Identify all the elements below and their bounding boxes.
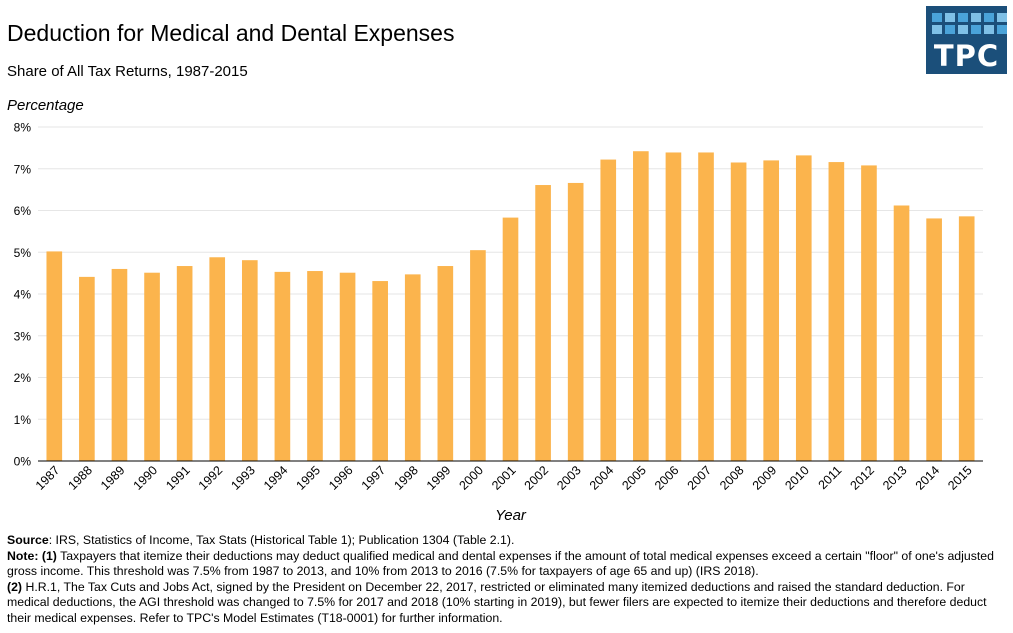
- y-tick-label: 1%: [14, 413, 32, 427]
- x-tick-label: 2001: [489, 463, 519, 493]
- bar-2006: [665, 152, 682, 461]
- bar-2001: [502, 217, 519, 461]
- y-tick-label: 4%: [14, 288, 32, 302]
- bar-1988: [79, 276, 95, 461]
- bar-1996: [339, 272, 356, 461]
- x-tick-label: 1988: [65, 463, 95, 493]
- x-tick-label: 1993: [228, 463, 258, 493]
- bar-2012: [861, 165, 877, 461]
- x-tick-label: 2009: [750, 463, 780, 493]
- note-2: (2) H.R.1, The Tax Cuts and Jobs Act, si…: [7, 580, 1007, 627]
- x-tick-label: 1992: [196, 463, 226, 493]
- x-tick-label: 1997: [359, 463, 389, 493]
- x-tick-label: 1995: [294, 463, 324, 493]
- bar-1998: [404, 274, 421, 461]
- bar-1992: [209, 257, 226, 461]
- x-tick-label: 2008: [717, 463, 747, 493]
- bar-2013: [893, 205, 910, 461]
- chart-subtitle: Share of All Tax Returns, 1987-2015: [7, 63, 248, 80]
- x-tick-label: 1987: [33, 463, 63, 493]
- y-axis-label: Percentage: [7, 97, 84, 114]
- bar-2005: [633, 151, 649, 461]
- bar-1987: [46, 251, 63, 461]
- x-tick-label: 2013: [880, 463, 910, 493]
- x-tick-label: 2002: [522, 463, 552, 493]
- x-tick-label: 2010: [782, 463, 812, 493]
- note-1-text: Taxpayers that itemize their deductions …: [7, 548, 994, 579]
- x-tick-label: 2011: [816, 463, 845, 492]
- bar-2009: [763, 160, 780, 461]
- bar-2014: [926, 218, 942, 461]
- x-tick-label: 2014: [913, 463, 943, 493]
- bar-1990: [144, 272, 160, 461]
- x-tick-label: 2007: [685, 463, 715, 493]
- x-tick-label: 2004: [587, 463, 617, 493]
- y-tick-label: 6%: [14, 204, 32, 218]
- x-tick-label: 1996: [326, 463, 356, 493]
- bar-1989: [111, 268, 128, 461]
- bar-2007: [698, 152, 714, 461]
- y-tick-label: 7%: [14, 162, 32, 176]
- bar-2010: [795, 155, 812, 461]
- note-2-text: H.R.1, The Tax Cuts and Jobs Act, signed…: [7, 579, 987, 625]
- x-tick-label: 2000: [456, 463, 486, 493]
- logo-grid-icon: [932, 13, 1007, 34]
- bar-2000: [470, 250, 486, 461]
- note-2-marker: (2): [7, 579, 23, 594]
- x-tick-label: 1994: [261, 463, 291, 493]
- bar-2004: [600, 159, 617, 461]
- bar-1994: [274, 271, 291, 461]
- y-tick-label: 3%: [14, 329, 32, 343]
- source-text: : IRS, Statistics of Income, Tax Stats (…: [48, 533, 515, 547]
- note-1-marker: (1): [41, 548, 57, 563]
- y-tick-label: 8%: [14, 121, 32, 135]
- logo-text: TPC: [933, 39, 1000, 73]
- note-label: Note:: [7, 548, 39, 563]
- bar-2002: [535, 185, 551, 461]
- source-line: Source: IRS, Statistics of Income, Tax S…: [7, 533, 1007, 549]
- bar-1991: [176, 266, 193, 461]
- source-label: Source: [7, 533, 49, 547]
- x-tick-label: 1991: [163, 463, 193, 493]
- x-tick-label: 1989: [98, 463, 128, 493]
- x-tick-label: 2006: [652, 463, 682, 493]
- x-tick-label: 2003: [554, 463, 584, 493]
- bar-2015: [958, 216, 975, 461]
- tpc-logo: TPC: [926, 6, 1007, 74]
- x-tick-label: 1999: [424, 463, 454, 493]
- x-tick-label: 2005: [619, 463, 649, 493]
- x-tick-label: 2015: [945, 463, 975, 493]
- note-1: Note: (1) Taxpayers that itemize their d…: [7, 549, 1007, 580]
- x-tick-label: 1990: [131, 463, 161, 493]
- y-tick-label: 0%: [14, 455, 32, 469]
- bar-1993: [241, 260, 258, 461]
- x-tick-label: 2012: [848, 463, 878, 493]
- bar-1997: [372, 281, 388, 461]
- bar-2003: [567, 182, 584, 461]
- footer-notes: Source: IRS, Statistics of Income, Tax S…: [7, 533, 1007, 627]
- y-tick-label: 2%: [14, 371, 32, 385]
- x-axis-label: Year: [495, 507, 527, 524]
- bar-2011: [828, 162, 845, 461]
- bar-chart: Percentage 0% 1% 2% 3% 4% 5% 6% 7% 8% 1987 1988 1989…: [7, 97, 983, 524]
- bar-1995: [307, 271, 323, 461]
- chart-title: Deduction for Medical and Dental Expense…: [7, 20, 455, 46]
- bar-2008: [730, 162, 747, 462]
- x-tick-label: 1998: [391, 463, 421, 493]
- y-tick-label: 5%: [14, 246, 32, 260]
- bar-1999: [437, 266, 454, 461]
